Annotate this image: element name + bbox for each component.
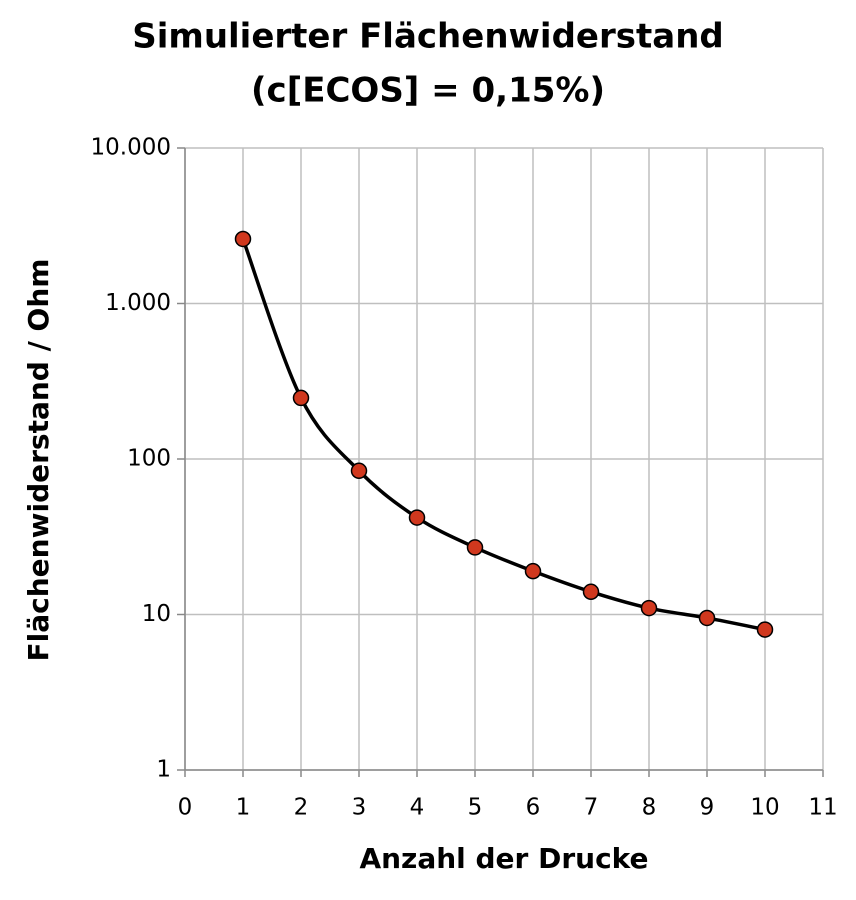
marker [408,509,426,526]
marker [756,621,774,638]
y-axis-title: Flächenwiderstand / Ohm [22,259,55,662]
chart-title: Simulierter Flächenwiderstand [132,17,723,57]
x-tick-label: 10 [750,795,779,821]
x-tick-label: 3 [352,795,367,821]
x-tick-label: 8 [642,795,657,821]
chart-title: (c[ECOS] = 0,15%) [251,71,605,111]
x-tick-label: 7 [584,795,599,821]
x-tick-label: 11 [808,795,837,821]
marker [640,599,658,617]
marker [234,230,252,248]
x-tick-label: 5 [468,795,483,821]
marker [350,462,368,480]
x-tick-label: 0 [178,795,193,821]
y-tick-label: 1 [156,757,171,783]
x-tick-label: 6 [526,795,541,821]
y-tick-label: 100 [127,446,171,472]
marker [466,539,484,556]
y-tick-label: 10.000 [91,135,171,161]
x-tick-label: 2 [294,795,309,821]
marker [524,562,542,580]
x-axis-title: Anzahl der Drucke [359,842,648,875]
x-tick-label: 9 [700,795,715,821]
y-tick-label: 1.000 [105,290,171,316]
x-tick-label: 4 [410,795,425,821]
marker [292,389,310,407]
marker [582,583,600,601]
marker [698,609,716,627]
y-tick-label: 10 [142,601,171,627]
line [241,238,766,632]
x-tick-label: 1 [236,795,251,821]
